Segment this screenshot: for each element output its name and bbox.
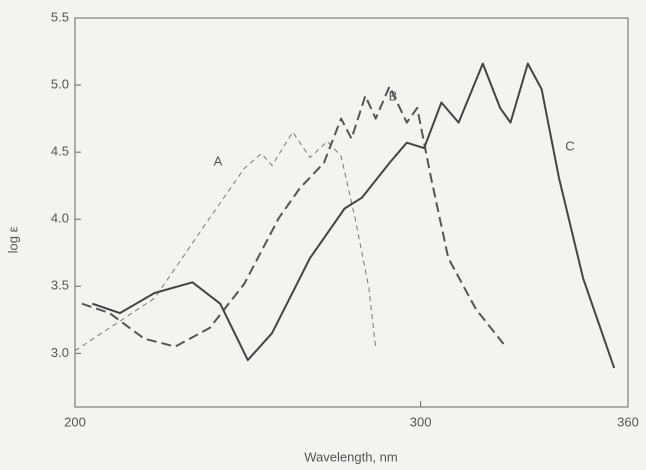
y-axis-label: log ε xyxy=(5,226,20,253)
plot-frame xyxy=(75,18,628,407)
x-tick-label: 360 xyxy=(617,414,639,429)
curve-label: B xyxy=(389,88,398,103)
y-tick-label: 3.0 xyxy=(51,345,69,360)
curve xyxy=(92,64,614,369)
curve-label: A xyxy=(214,153,223,168)
chart: Wavelength, nm log ε 200 300 360 3.0 3.5 4.0 4… xyxy=(0,0,646,470)
curve xyxy=(82,86,504,346)
y-tick-label: 5.0 xyxy=(51,77,69,92)
y-tick-label: 4.5 xyxy=(51,144,69,159)
y-tick-label: 4.0 xyxy=(51,211,69,226)
curve-label: C xyxy=(565,138,574,153)
x-axis-label: Wavelength, nm xyxy=(304,449,397,464)
y-tick-label: 5.5 xyxy=(51,9,69,24)
y-tick-label: 3.5 xyxy=(51,278,69,293)
x-tick-label: 200 xyxy=(64,414,86,429)
curve xyxy=(75,132,376,351)
x-tick-label: 300 xyxy=(410,414,432,429)
